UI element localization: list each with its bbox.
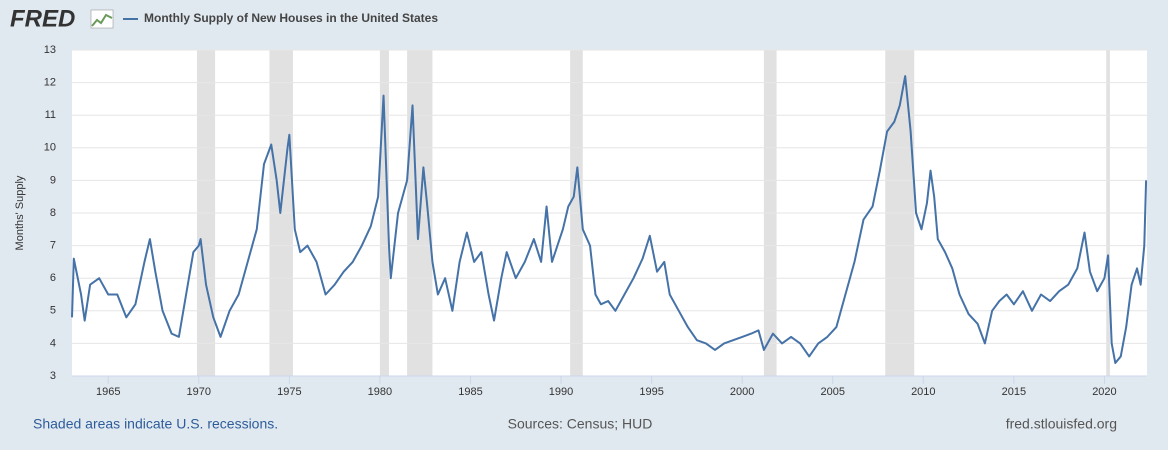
source: Sources: Census; HUD <box>508 416 653 432</box>
x-tick-label: 1975 <box>277 386 301 398</box>
x-tick-label: 1985 <box>458 386 482 398</box>
y-tick-label: 8 <box>50 207 56 219</box>
x-tick-label: 1965 <box>96 386 120 398</box>
x-tick-label: 2015 <box>1002 386 1026 398</box>
y-tick-label: 12 <box>44 77 56 89</box>
logo[interactable]: FRED <box>10 5 75 32</box>
series-line <box>71 75 1148 364</box>
y-tick-label: 13 <box>44 44 56 56</box>
y-tick-label: 7 <box>50 240 56 252</box>
x-tick-label: 1995 <box>639 386 663 398</box>
recession-note[interactable]: Shaded areas indicate U.S. recessions. <box>33 416 278 432</box>
y-axis-label: Months' Supply <box>14 175 26 250</box>
y-tick-label: 6 <box>50 272 56 284</box>
x-tick-label: 1990 <box>549 386 573 398</box>
x-tick-label: 2000 <box>730 386 754 398</box>
y-tick-label: 5 <box>50 305 56 317</box>
y-tick-label: 9 <box>50 174 56 186</box>
logo-icon <box>90 9 114 29</box>
y-tick-label: 3 <box>50 370 56 382</box>
x-tick-label: 1980 <box>368 386 392 398</box>
y-tick-label: 11 <box>45 109 56 121</box>
logo-icon-line <box>91 13 113 27</box>
x-tick-label: 1970 <box>187 386 211 398</box>
x-tick-label: 2010 <box>911 386 935 398</box>
site[interactable]: fred.stlouisfed.org <box>1006 416 1117 432</box>
x-tick-label: 2005 <box>820 386 844 398</box>
x-tick-label: 2020 <box>1092 386 1116 398</box>
y-tick-label: 10 <box>44 142 56 154</box>
legend-label[interactable]: Monthly Supply of New Houses in the Unit… <box>144 11 438 25</box>
y-tick-label: 4 <box>50 337 56 349</box>
